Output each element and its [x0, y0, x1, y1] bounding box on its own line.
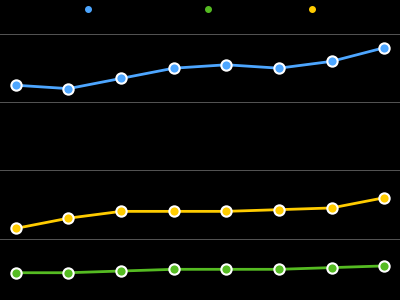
Point [118, 76, 124, 81]
Point [381, 263, 388, 268]
Point [12, 83, 19, 88]
Point [170, 209, 177, 214]
Point [223, 62, 230, 67]
Point [223, 267, 230, 272]
Point [381, 45, 388, 50]
Point [276, 66, 282, 70]
Point [65, 270, 72, 275]
Point [170, 66, 177, 70]
Point [223, 209, 230, 214]
Point [328, 59, 335, 64]
Point [381, 195, 388, 200]
Point [65, 86, 72, 91]
Point [170, 267, 177, 272]
Point [328, 265, 335, 270]
Point [12, 270, 19, 275]
Point [276, 207, 282, 212]
Point [65, 216, 72, 220]
Point [328, 206, 335, 210]
Point [118, 209, 124, 214]
Point [276, 267, 282, 272]
Point [12, 226, 19, 231]
Point [118, 268, 124, 273]
